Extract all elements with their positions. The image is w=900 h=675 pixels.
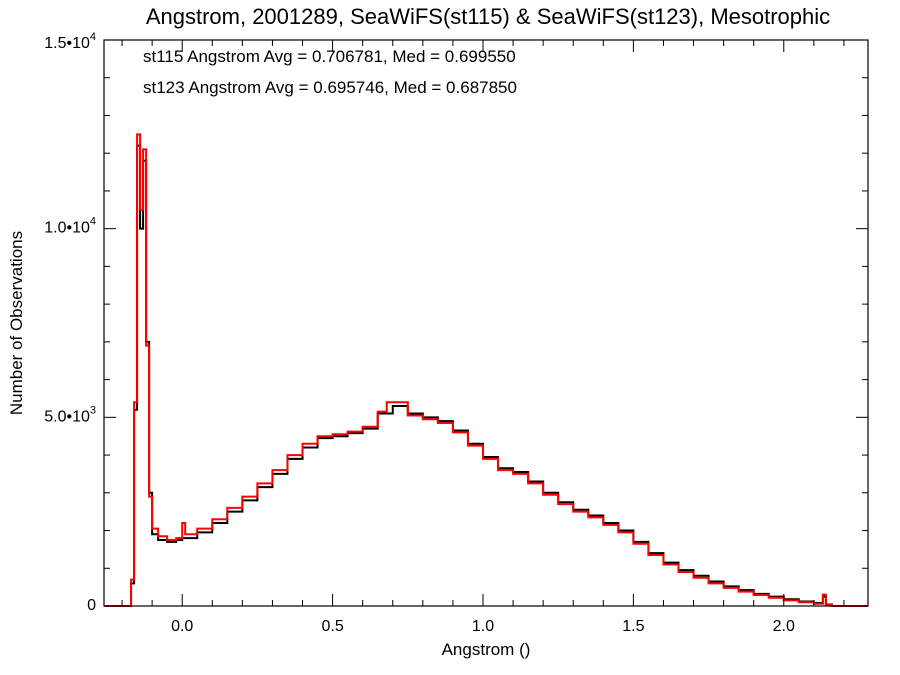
- plot-frame: [103, 39, 869, 607]
- x-axis-label: Angstrom (): [442, 640, 531, 659]
- chart-title: Angstrom, 2001289, SeaWiFS(st115) & SeaW…: [146, 4, 830, 29]
- x-tick-label: 2.0: [773, 618, 795, 635]
- x-tick-label: 0.5: [321, 618, 343, 635]
- y-axis-label: Number of Observations: [7, 231, 26, 415]
- y-axis-ticks: 0 5.0•103 1.0•104 1.5•104: [44, 31, 868, 614]
- st115-histogram-line: [104, 144, 868, 607]
- y-tick-label: 1.5•104: [44, 31, 96, 52]
- st123-stats-annotation: st123 Angstrom Avg = 0.695746, Med = 0.6…: [143, 78, 517, 97]
- y-tick-label: 5.0•103: [44, 404, 96, 425]
- st115-stats-annotation: st115 Angstrom Avg = 0.706781, Med = 0.6…: [143, 47, 516, 66]
- histogram-lines: [104, 133, 868, 607]
- x-tick-label: 1.0: [472, 618, 494, 635]
- y-tick-label: 0: [87, 597, 96, 614]
- x-tick-label: 1.5: [622, 618, 644, 635]
- x-axis-ticks: 0.0 0.5 1.0 1.5 2.0: [121, 40, 845, 635]
- x-tick-label: 0.0: [171, 618, 193, 635]
- st123-histogram-line: [104, 133, 868, 607]
- y-tick-label: 1.0•104: [44, 216, 96, 237]
